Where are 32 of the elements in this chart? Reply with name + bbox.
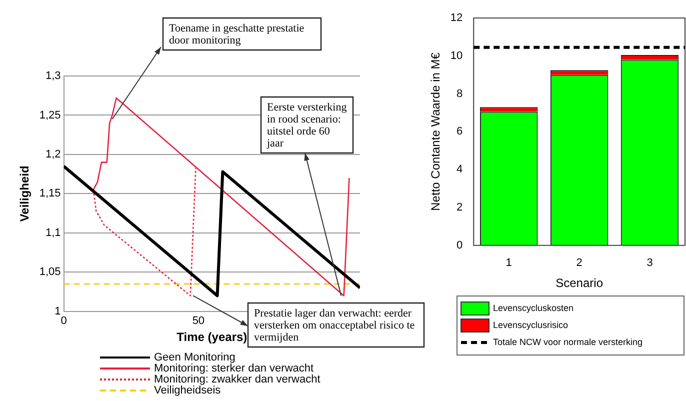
y-tick-label: 4 [456,164,463,176]
x-tick-label: 2 [576,257,582,270]
y-tick-label: 12 [450,12,463,24]
y-tick-label: 8 [456,88,463,100]
y-tick-label: 1 [54,305,61,318]
annotation: Eerste versterking in rood scenario: uitstel orde 60 jaar [266,101,348,150]
legend-label: Levenscycluskosten [493,302,574,313]
x-tick-label: 50 [192,315,205,328]
legend-label: Monitoring: zwakker dan verwacht [154,374,320,386]
legend-label: Veiligheidseis [154,384,222,397]
x-tick-label: 3 [646,257,653,270]
x-axis-title: Scenario [556,276,604,290]
y-axis-title: Veiligheid [18,166,32,222]
y-tick-label: 6 [456,126,463,138]
y-tick-label: 1,15 [39,188,61,200]
y-tick-label: 1,3 [46,70,61,82]
x-axis-title: Time (years) [176,330,248,344]
annotation: Toename in geschatte prestatie door monitoring [169,22,304,46]
y-tick-label: 0 [456,239,463,252]
y-tick-label: 1,05 [39,266,61,278]
y-tick-label: 1,2 [46,148,61,160]
y-tick-label: 2 [456,202,463,214]
legend-label: Totale NCW voor normale versterking [493,336,643,347]
legend-label: Levenscyclusrisico [493,320,568,330]
y-tick-label: 1,25 [39,109,61,122]
y-tick-label: 10 [450,50,463,62]
y-axis-title: Netto Contante Waarde in M€ [428,52,443,211]
y-tick-label: 1,1 [46,226,61,239]
legend-label: Monitoring: sterker dan verwacht [154,362,314,375]
legend-label: Geen Monitoring [154,352,236,364]
annotation: Prestatie lager dan verwacht: eerder versterken om onacceptabel risico te vermijden [254,307,415,344]
x-tick-label: 1 [506,257,512,270]
